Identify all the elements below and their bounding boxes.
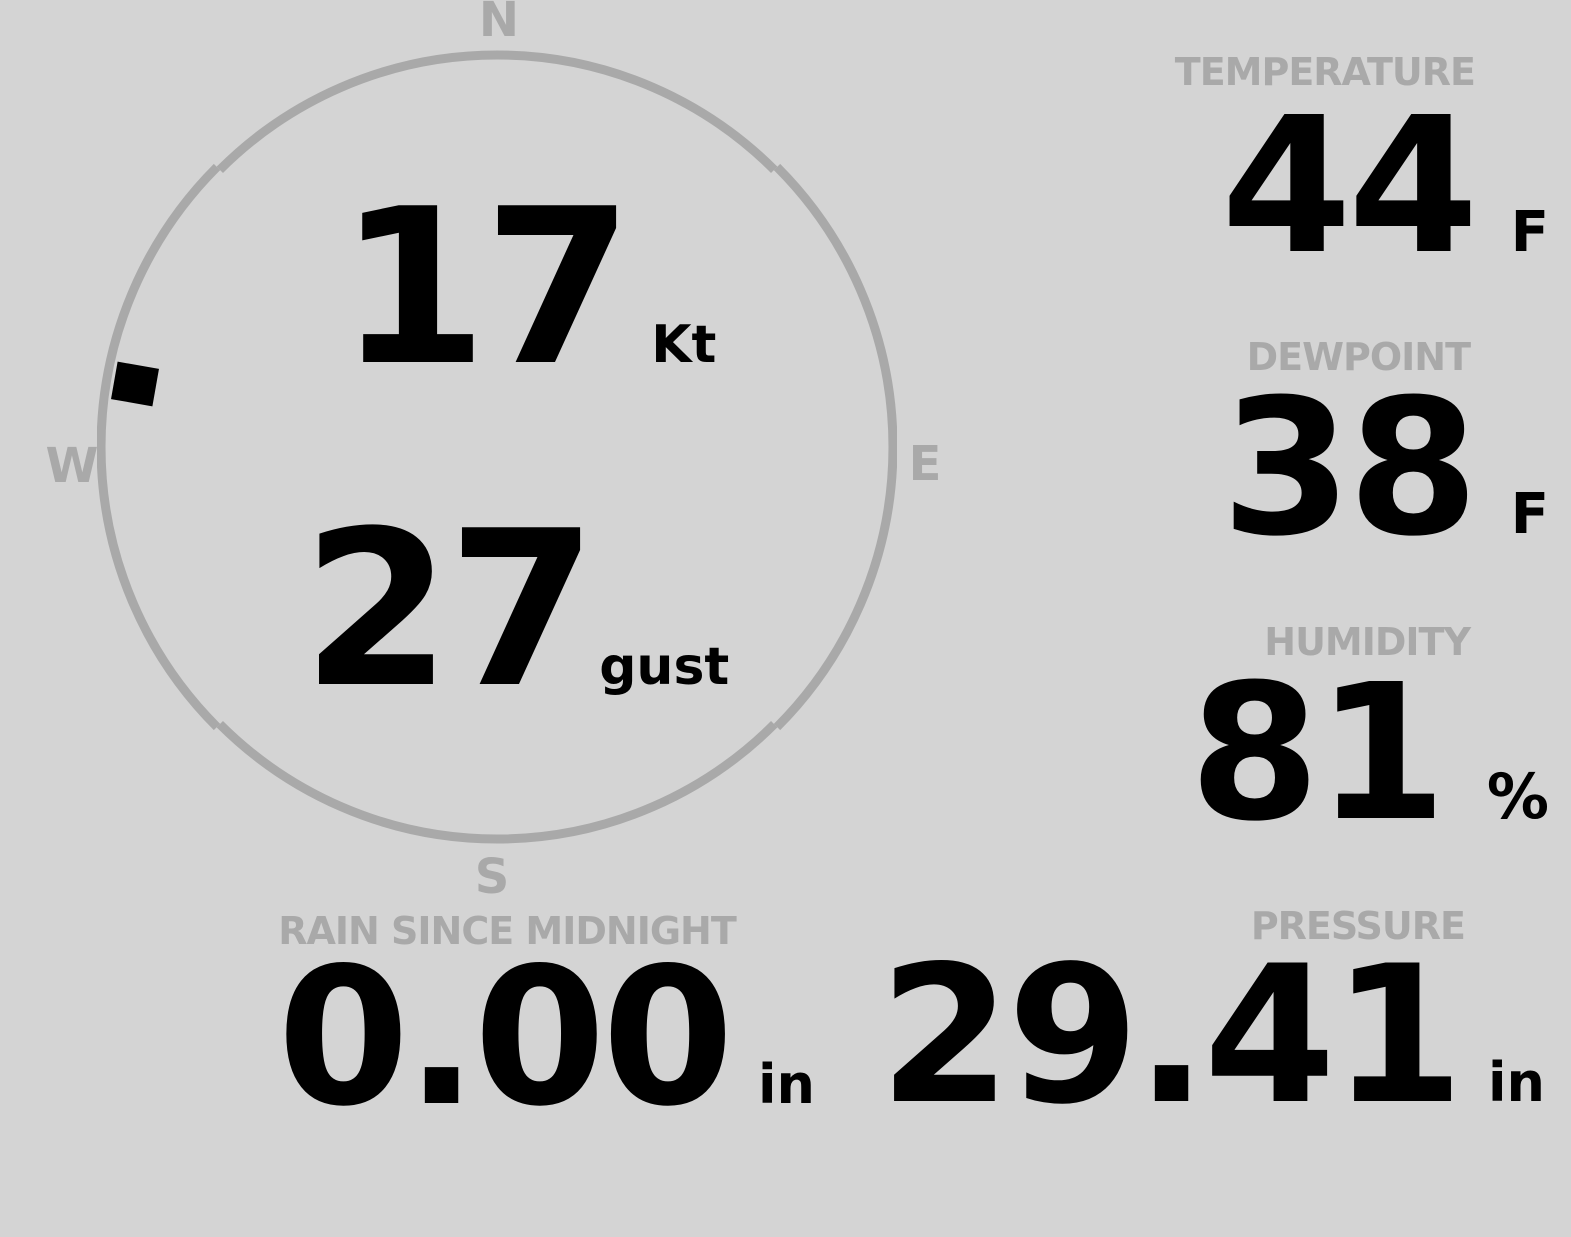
temperature-label: TEMPERATURE xyxy=(1174,50,1476,94)
wind-speed: 17 Kt xyxy=(338,180,716,395)
dewpoint-reading: 38 F xyxy=(1221,375,1549,563)
wind-direction-marker xyxy=(111,361,159,407)
pressure-value: 29.41 xyxy=(879,925,1464,1146)
temperature-value: 44 xyxy=(1221,77,1479,296)
wind-gust: 27 gust xyxy=(302,502,729,717)
temperature-reading: 44 F xyxy=(1221,93,1549,281)
rain-since-midnight-label: RAIN SINCE MIDNIGHT xyxy=(278,909,737,953)
wind-gust-value: 27 xyxy=(302,484,597,735)
humidity-unit: % xyxy=(1486,760,1549,833)
pressure-label: PRESSURE xyxy=(1250,904,1466,948)
dewpoint-label: DEWPOINT xyxy=(1246,335,1471,379)
rain-value: 0.00 xyxy=(277,927,734,1148)
wind-gust-unit: gust xyxy=(599,637,730,697)
rain-unit: in xyxy=(758,1053,815,1116)
pressure-unit: in xyxy=(1488,1051,1545,1114)
compass-west-label: W xyxy=(45,438,99,494)
compass-south-label: S xyxy=(474,849,510,905)
temperature-unit: F xyxy=(1510,200,1549,265)
humidity-reading: 81 % xyxy=(1189,660,1549,848)
compass-east-label: E xyxy=(908,436,942,492)
wind-speed-value: 17 xyxy=(338,162,633,413)
rain-since-midnight-reading: 0.00 in xyxy=(277,943,815,1133)
dewpoint-unit: F xyxy=(1510,482,1549,547)
pressure-reading: 29.41 in xyxy=(879,941,1545,1131)
dewpoint-value: 38 xyxy=(1221,359,1479,578)
wind-speed-unit: Kt xyxy=(651,315,717,375)
compass-north-label: N xyxy=(478,0,520,48)
wind-compass-ring xyxy=(97,50,897,844)
humidity-label: HUMIDITY xyxy=(1264,620,1471,664)
humidity-value: 81 xyxy=(1189,644,1447,863)
